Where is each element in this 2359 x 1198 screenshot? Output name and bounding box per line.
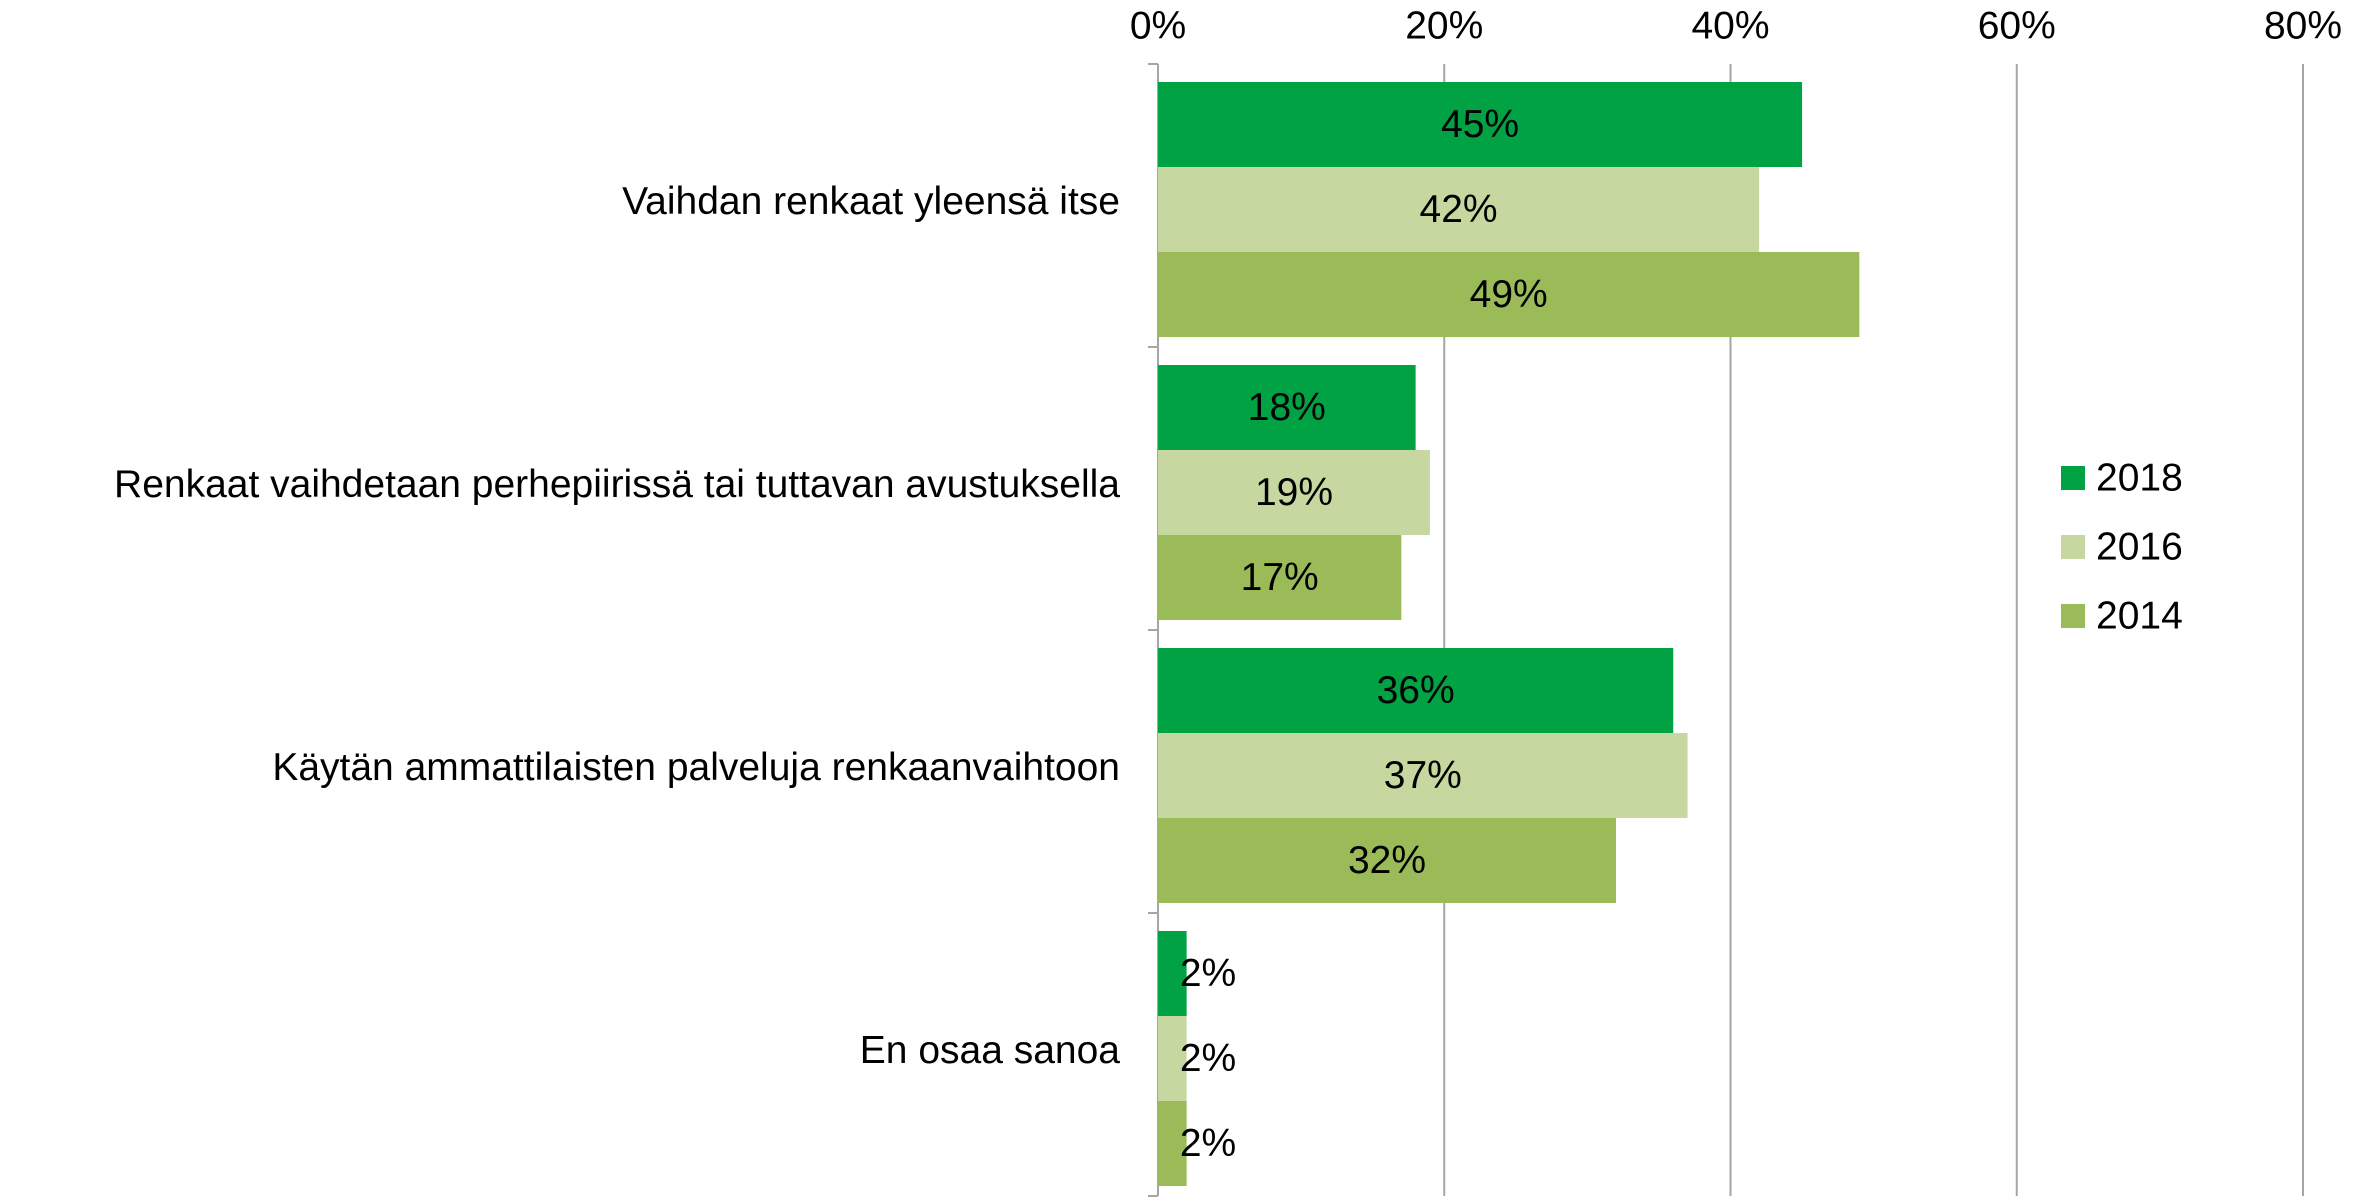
data-label: 36% xyxy=(1377,669,1455,712)
data-label: 32% xyxy=(1348,839,1426,882)
data-label: 2% xyxy=(1180,1122,1236,1165)
data-label: 18% xyxy=(1248,386,1326,429)
legend-swatch xyxy=(2061,466,2085,490)
legend-label: 2018 xyxy=(2096,456,2183,499)
x-tick-label: 20% xyxy=(1405,4,1483,47)
bar xyxy=(1158,365,1416,450)
data-label: 37% xyxy=(1384,754,1462,797)
bar xyxy=(1158,535,1402,620)
bar xyxy=(1158,167,1760,252)
bar xyxy=(1158,1016,1187,1101)
legend-swatch xyxy=(2061,535,2085,559)
bar xyxy=(1158,82,1803,167)
data-label: 2% xyxy=(1180,952,1236,995)
category-label: En osaa sanoa xyxy=(860,1029,1121,1072)
data-label: 2% xyxy=(1180,1037,1236,1080)
bar xyxy=(1158,733,1688,818)
legend-label: 2016 xyxy=(2096,525,2183,568)
legend-swatch xyxy=(2061,604,2085,628)
x-tick-label: 60% xyxy=(1978,4,2056,47)
bar xyxy=(1158,252,1860,337)
bar xyxy=(1158,648,1674,733)
x-tick-label: 80% xyxy=(2264,4,2342,47)
category-label: Käytän ammattilaisten palveluja renkaanv… xyxy=(272,746,1120,789)
data-label: 17% xyxy=(1241,556,1319,599)
x-tick-label: 40% xyxy=(1691,4,1769,47)
data-label: 42% xyxy=(1420,188,1498,231)
data-label: 49% xyxy=(1470,273,1548,316)
category-label: Vaihdan renkaat yleensä itse xyxy=(622,180,1120,223)
x-tick-label: 0% xyxy=(1130,4,1186,47)
bar xyxy=(1158,818,1616,903)
data-label: 19% xyxy=(1255,471,1333,514)
bar xyxy=(1158,450,1430,535)
data-label: 45% xyxy=(1441,103,1519,146)
legend-label: 2014 xyxy=(2096,594,2183,637)
bar xyxy=(1158,1101,1187,1186)
bar xyxy=(1158,931,1187,1016)
category-label: Renkaat vaihdetaan perhepiirissä tai tut… xyxy=(114,463,1120,506)
